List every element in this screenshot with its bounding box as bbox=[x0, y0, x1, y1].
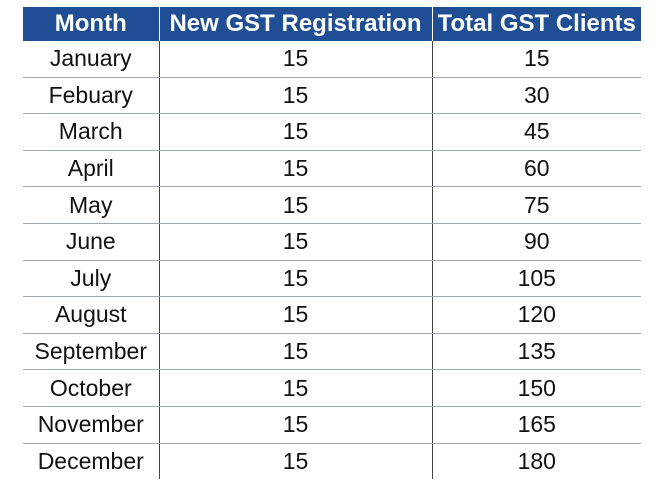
new-registration-cell: 15 bbox=[159, 186, 433, 224]
table-row: Febuary 15 30 bbox=[23, 77, 641, 115]
total-clients-cell: 180 bbox=[517, 447, 556, 474]
month-cell: June bbox=[23, 223, 160, 261]
month-cell: November bbox=[23, 406, 160, 444]
new-registration-cell: 15 bbox=[159, 333, 433, 371]
table-body: January 15 15 Febuary 15 30 March 15 45 April 15 60… bbox=[23, 41, 641, 480]
month-cell: December bbox=[23, 443, 160, 480]
new-registration-cell: 15 bbox=[159, 296, 433, 334]
total-clients-cell: 135 bbox=[432, 333, 641, 371]
month-cell: Febuary bbox=[23, 77, 160, 115]
new-registration-cell: 15 bbox=[159, 113, 433, 151]
total-clients-cell: 60 bbox=[432, 150, 641, 188]
month-cell: October bbox=[23, 369, 160, 407]
new-registration-cell: 15 bbox=[159, 369, 433, 407]
total-clients-cell: 30 bbox=[432, 77, 641, 115]
total-clients-cell: 45 bbox=[432, 113, 641, 151]
table-row: August 15 120 bbox=[23, 296, 641, 334]
gst-clients-table: Month New GST Registration Total GST Cli… bbox=[23, 7, 641, 480]
total-clients-cell: 90 bbox=[432, 223, 641, 261]
table-row: March 15 45 bbox=[23, 113, 641, 151]
month-cell: April bbox=[23, 150, 160, 188]
new-registration-cell: 15 bbox=[159, 260, 433, 298]
table-header: Month New GST Registration Total GST Cli… bbox=[23, 7, 641, 41]
table-row: September 15 135 bbox=[23, 333, 641, 371]
month-cell: September bbox=[23, 333, 160, 371]
total-clients-cell: 120 bbox=[432, 296, 641, 334]
new-registration-cell: 15 bbox=[159, 77, 433, 115]
table-row: April 15 60 bbox=[23, 150, 641, 188]
table-row: December 15 180 bbox=[23, 443, 641, 480]
new-registration-cell: 15 bbox=[159, 150, 433, 188]
table-row: January 15 15 bbox=[23, 41, 641, 78]
table-row: November 15 165 bbox=[23, 406, 641, 444]
month-cell: July bbox=[23, 260, 160, 298]
month-cell: March bbox=[23, 113, 160, 151]
new-registration-cell: 15 bbox=[159, 443, 433, 480]
total-clients-cell: 105 bbox=[432, 260, 641, 298]
total-clients-cell: 15 bbox=[432, 41, 641, 78]
month-cell: August bbox=[23, 296, 160, 334]
month-cell: May bbox=[23, 186, 160, 224]
header-total-gst-clients: Total GST Clients bbox=[431, 7, 641, 41]
header-new-gst-registration: New GST Registration bbox=[158, 7, 432, 41]
new-registration-cell: 15 bbox=[159, 223, 433, 261]
table-row: June 15 90 bbox=[23, 223, 641, 261]
header-row: Month New GST Registration Total GST Cli… bbox=[23, 7, 641, 41]
table-row: October 15 150 bbox=[23, 369, 641, 407]
month-cell: January bbox=[23, 41, 160, 78]
gst-clients-table-container: Month New GST Registration Total GST Cli… bbox=[23, 7, 641, 480]
total-clients-cell: 75 bbox=[432, 186, 641, 224]
new-registration-cell: 15 bbox=[159, 41, 433, 78]
total-clients-cell: 150 bbox=[432, 369, 641, 407]
total-clients-cell: 165 bbox=[432, 406, 641, 444]
table-row: May 15 75 bbox=[23, 186, 641, 224]
header-month: Month bbox=[23, 7, 159, 41]
table-row: July 15 105 bbox=[23, 260, 641, 298]
new-registration-cell: 15 bbox=[159, 406, 433, 444]
